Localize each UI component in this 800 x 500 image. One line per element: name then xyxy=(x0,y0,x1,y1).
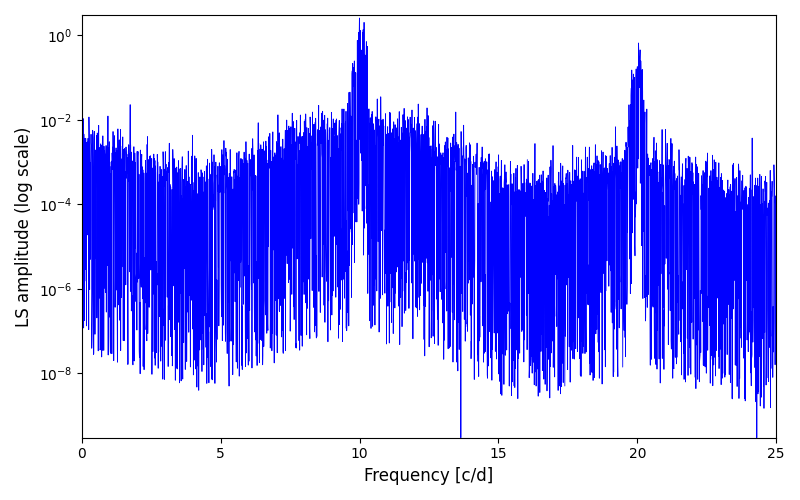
X-axis label: Frequency [c/d]: Frequency [c/d] xyxy=(364,467,494,485)
Y-axis label: LS amplitude (log scale): LS amplitude (log scale) xyxy=(15,126,33,326)
